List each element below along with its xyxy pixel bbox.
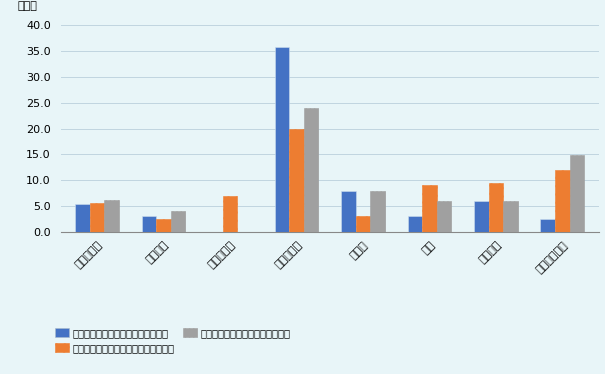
Bar [171,211,186,232]
Bar [90,203,105,232]
Bar [105,200,119,232]
Text: （％）: （％） [18,1,38,10]
Bar [223,196,237,232]
Bar [408,217,422,232]
Bar [304,108,318,232]
Bar [437,201,451,232]
Bar [555,170,570,232]
Bar [75,204,90,232]
Legend: 従業員の質の高さ（一般ワーカー）, 従業員の質の高さ（専門職・技術職）, 従業員の質の高さ（中間管理職）: 従業員の質の高さ（一般ワーカー）, 従業員の質の高さ（専門職・技術職）, 従業員… [54,328,291,353]
Bar [489,183,503,232]
Bar [474,201,489,232]
Bar [570,156,584,232]
Bar [275,47,289,232]
Bar [341,191,356,232]
Bar [540,219,555,232]
Bar [289,129,304,232]
Bar [356,217,370,232]
Bar [156,219,171,232]
Bar [422,186,437,232]
Bar [370,191,385,232]
Bar [142,217,156,232]
Bar [503,201,518,232]
